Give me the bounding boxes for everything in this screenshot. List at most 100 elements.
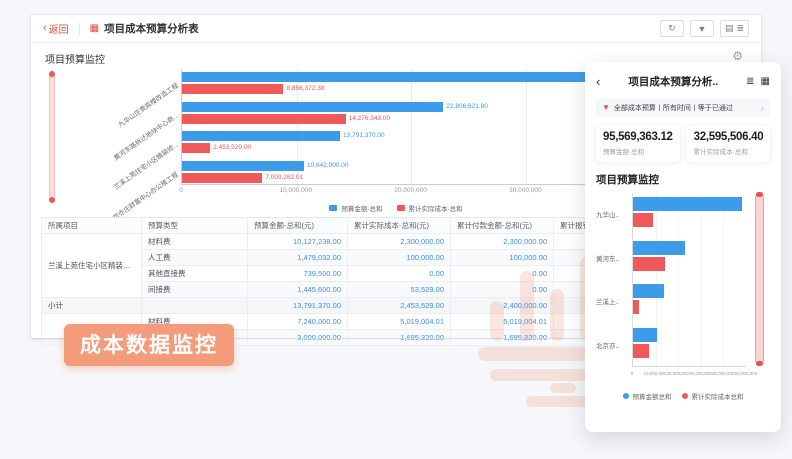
panel-filter-bar[interactable]: ▼ 全部成本预算丨所有时间丨等于已通过 › <box>596 98 770 117</box>
category-label: 兰溪上.. <box>596 299 620 306</box>
legend-item[interactable]: 预算金额总和 <box>622 391 672 401</box>
bar-actual <box>182 84 284 94</box>
panel-chart: 九华山.. 黄河东.. 兰溪上.. 北京亦.. 0 10,000,000 20,000,0… <box>596 191 770 403</box>
table-cell: 2,300,000.00 <box>347 233 451 250</box>
gridline <box>296 69 298 184</box>
stat-value: 95,569,363.12 <box>603 131 673 143</box>
bar-value-label: 10,642,000.00 <box>306 161 349 169</box>
legend-swatch <box>329 205 338 211</box>
category-label: 黄河东.. <box>596 255 620 263</box>
filter-funnel-icon: ▼ <box>602 103 610 112</box>
table-cell: 0.00 <box>347 265 451 282</box>
chart-scroll-slider[interactable] <box>49 71 55 203</box>
filter-button[interactable]: ▼ <box>689 20 714 37</box>
panel-header: ‹ 项目成本预算分析.. ≣ ▦ <box>596 72 770 90</box>
budget-table: 所属项目 预算类型 预算金额-总和(元) 累计实际成本-总和(元) 累计付款金额-总和(… <box>41 217 756 346</box>
table-cell: 人工费 <box>141 249 248 266</box>
filter-text: 全部成本预算丨所有时间丨等于已通过 <box>613 104 733 112</box>
panel-back-icon[interactable]: ‹ <box>596 73 601 89</box>
cost-monitor-badge: 成本数据监控 <box>64 324 234 366</box>
table-cell: 兰溪上苑住宅小区精装修第... <box>41 233 142 298</box>
legend-label: 累计实际成本-总和 <box>408 206 463 213</box>
column-header: 所属项目 <box>41 217 142 234</box>
panel-section-title: 项目预算监控 <box>596 174 659 186</box>
stat-label: 预算金额·总和 <box>603 149 645 156</box>
axis-tick-label: 0 <box>179 187 183 194</box>
column-header: 预算金额-总和(元) <box>247 217 348 234</box>
legend-item[interactable]: 累计实际成本-总和 <box>396 203 463 213</box>
gridline <box>678 193 680 366</box>
bar-value-label: 13,791,370.00 <box>343 132 385 140</box>
axis-tick-label: 10,000,000 <box>279 187 313 194</box>
table-cell: 3,000,000.00 <box>247 329 348 346</box>
panel-chart-scrollbar[interactable] <box>755 192 764 366</box>
axis-tick-label: 20,000,000 <box>666 371 689 376</box>
table-cell: 其他直接费 <box>141 265 248 282</box>
table-cell: 739,500.00 <box>247 265 348 282</box>
stat-card-budget[interactable]: 95,569,363.12 预算金额·总和 <box>596 126 680 162</box>
gear-icon[interactable]: ⚙ <box>732 49 743 63</box>
sort-list-icon[interactable]: ≣ <box>746 75 755 87</box>
legend-label: 预算金额-总和 <box>341 206 383 213</box>
column-header: 累计实际成本-总和(元) <box>347 217 451 234</box>
bar-budget <box>633 240 685 255</box>
panel-chart-x-axis: 0 10,000,000 20,000,000 30,000,000 40,000,00… <box>631 371 758 379</box>
table-cell: 1,695,320.00 <box>347 329 451 346</box>
stat-value: 32,595,506.40 <box>693 131 764 143</box>
panel-title: 项目成本预算分析.. <box>628 75 719 88</box>
table-cell: 0.00 <box>450 265 554 282</box>
table-cell: 材料费 <box>141 233 248 250</box>
table-cell: 1,479,032.00 <box>247 249 348 266</box>
stat-cards: 95,569,363.12 预算金额·总和 32,595,506.40 累计实际… <box>596 126 771 162</box>
bar-budget <box>633 197 743 211</box>
mobile-panel: ‹ 项目成本预算分析.. ≣ ▦ ▼ 全部成本预算丨所有时间丨等于已通过 › 9… <box>585 62 781 432</box>
view-toggle-button[interactable]: ▤ ≣ <box>719 20 749 37</box>
table-cell: 2,400,000.00 <box>450 297 554 314</box>
table-cell: 7,240,000.00 <box>247 313 348 330</box>
bar-value-label: 22,806,621.80 <box>446 102 488 110</box>
table-cell: 2,300,000.00 <box>450 233 554 250</box>
share-button[interactable]: ↻ <box>659 20 684 37</box>
panel-chart-legend: 预算金额总和 累计实际成本总和 <box>596 391 770 401</box>
bar-budget <box>633 284 665 298</box>
table-grid-icon[interactable]: ▦ <box>760 75 770 87</box>
legend-label: 预算金额总和 <box>632 394 672 401</box>
stat-label: 累计实际成本·总和 <box>693 149 748 156</box>
bar-actual <box>182 172 263 183</box>
panel-chart-plot <box>632 193 746 367</box>
gridline <box>700 193 702 366</box>
bar-actual <box>182 113 346 124</box>
category-label: 北京亦.. <box>596 342 620 350</box>
legend-dot <box>622 393 629 399</box>
back-label: 返回 <box>48 25 69 36</box>
table-cell: 1,695,320.00 <box>450 329 554 346</box>
card-bottom-border <box>31 338 761 339</box>
axis-tick-label: 20,000,000 <box>394 187 427 194</box>
bar-value-label: 14,276,343.00 <box>348 114 391 122</box>
toolbar-divider <box>78 22 80 35</box>
bar-budget <box>182 160 304 171</box>
table-cell: 53,529.00 <box>347 281 451 298</box>
axis-tick-label: 10,000,000 <box>643 371 667 376</box>
back-button[interactable]: ‹ 返回 <box>43 21 69 37</box>
bar-actual <box>182 143 211 153</box>
legend-item[interactable]: 累计实际成本总和 <box>681 391 744 401</box>
legend-item[interactable]: 预算金额-总和 <box>329 203 383 213</box>
bar-budget <box>182 72 736 82</box>
legend-label: 累计实际成本总和 <box>691 394 744 401</box>
bar-budget <box>182 101 444 112</box>
table-view-icon: ≣ <box>736 23 744 33</box>
bar-budget <box>633 327 658 342</box>
axis-tick-label: 30,000,000 <box>689 371 712 376</box>
bar-value-label: 2,453,529.00 <box>213 144 252 152</box>
funnel-icon: ▼ <box>697 23 707 34</box>
gridline <box>525 69 527 184</box>
table-cell: 5,019,004.01 <box>347 313 451 330</box>
table-cell: 5,019,004.01 <box>450 313 554 330</box>
table-cell: 100,000.00 <box>450 249 554 266</box>
stat-card-actual-cost[interactable]: 32,595,506.40 累计实际成本·总和 <box>686 126 771 162</box>
table-cell: 间接费 <box>141 281 248 298</box>
table-cell: 13,791,370.00 <box>247 297 348 314</box>
filter-chevron-icon: › <box>761 102 764 113</box>
